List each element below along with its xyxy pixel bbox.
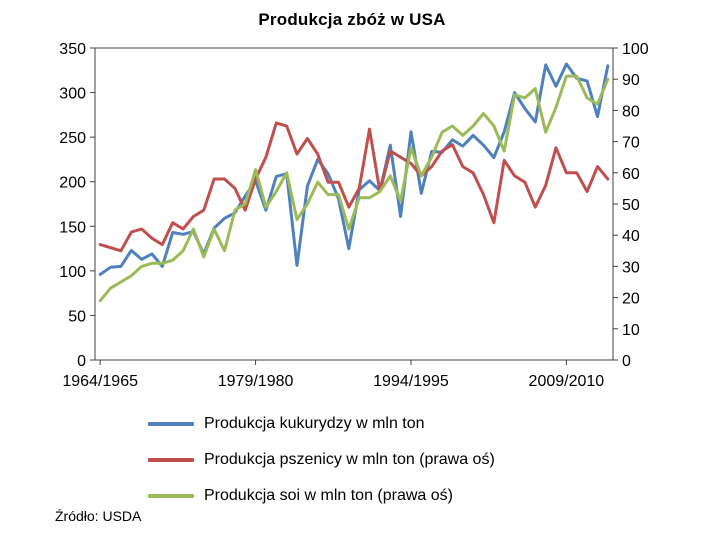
line-chart: 0 50 100 150 200 250 300 350 0 10 20 30 40 50 60 70 80 90…: [59, 41, 649, 390]
series-line-corn: [98, 62, 610, 276]
legend-item-wheat: Produkcja pszenicy w mln ton (prawa oś): [148, 448, 495, 472]
left-axis-tick-label: 300: [59, 86, 86, 103]
legend-label-corn: Produkcja kukurydzy w mln ton: [204, 415, 425, 432]
right-axis-tick-label: 80: [622, 103, 640, 120]
left-axis-tick-label: 150: [59, 219, 86, 236]
series-line-wheat: [98, 121, 610, 253]
legend-item-corn: Produkcja kukurydzy w mln ton: [148, 412, 495, 436]
chart-title: Produkcja zbóż w USA: [258, 10, 446, 29]
legend-label-wheat: Produkcja pszenicy w mln ton (prawa oś): [204, 451, 495, 468]
legend-swatch-wheat: [148, 458, 194, 462]
x-axis-tick-label: 1979/1980: [218, 373, 294, 390]
left-axis-tick-label: 200: [59, 175, 86, 192]
source-note: Źródło: USDA: [55, 508, 142, 524]
legend-label-soy: Produkcja soi w mln ton (prawa oś): [204, 487, 453, 504]
left-axis-tick-label: 50: [68, 308, 86, 325]
right-axis-tick-label: 40: [622, 228, 640, 245]
right-axis-tick-label: 0: [622, 353, 631, 370]
x-axis-tick-label: 2009/2010: [529, 373, 605, 390]
right-axis-tick-label: 100: [622, 41, 649, 58]
legend-swatch-corn: [148, 422, 194, 426]
right-axis-tick-label: 10: [622, 322, 640, 339]
legend-swatch-soy: [148, 494, 194, 498]
right-axis-tick-label: 70: [622, 135, 640, 152]
legend-item-soy: Produkcja soi w mln ton (prawa oś): [148, 484, 495, 508]
plot-area: [94, 47, 614, 361]
left-axis-tick-label: 100: [59, 264, 86, 281]
x-axis-tick-label: 1964/1965: [62, 373, 138, 390]
right-axis-tick-label: 20: [622, 291, 640, 308]
right-axis-tick-label: 30: [622, 259, 640, 276]
right-axis-tick-label: 60: [622, 166, 640, 183]
series-line-soy: [98, 74, 610, 303]
left-axis-tick-label: 0: [77, 353, 86, 370]
x-axis-tick-label: 1994/1995: [373, 373, 449, 390]
legend: Produkcja kukurydzy w mln ton Produkcja …: [148, 412, 495, 508]
right-axis-tick-label: 50: [622, 197, 640, 214]
left-axis-tick-label: 250: [59, 130, 86, 147]
right-axis-tick-label: 90: [622, 72, 640, 89]
left-axis-tick-label: 350: [59, 41, 86, 58]
